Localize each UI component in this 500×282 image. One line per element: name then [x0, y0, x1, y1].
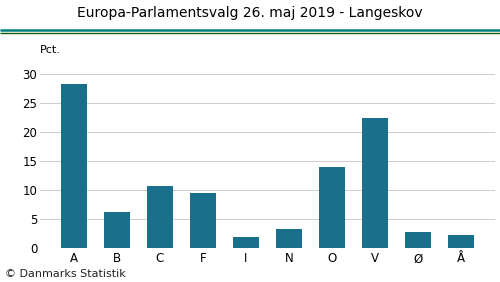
Bar — [276, 229, 302, 248]
Bar — [233, 237, 259, 248]
Bar — [104, 212, 130, 248]
Bar — [190, 193, 216, 248]
Text: Europa-Parlamentsvalg 26. maj 2019 - Langeskov: Europa-Parlamentsvalg 26. maj 2019 - Lan… — [77, 6, 423, 20]
Text: © Danmarks Statistik: © Danmarks Statistik — [5, 269, 126, 279]
Text: Pct.: Pct. — [40, 45, 61, 55]
Bar — [362, 118, 388, 248]
Bar — [60, 83, 86, 248]
Bar — [319, 167, 345, 248]
Bar — [406, 232, 431, 248]
Bar — [147, 186, 172, 248]
Bar — [448, 235, 474, 248]
